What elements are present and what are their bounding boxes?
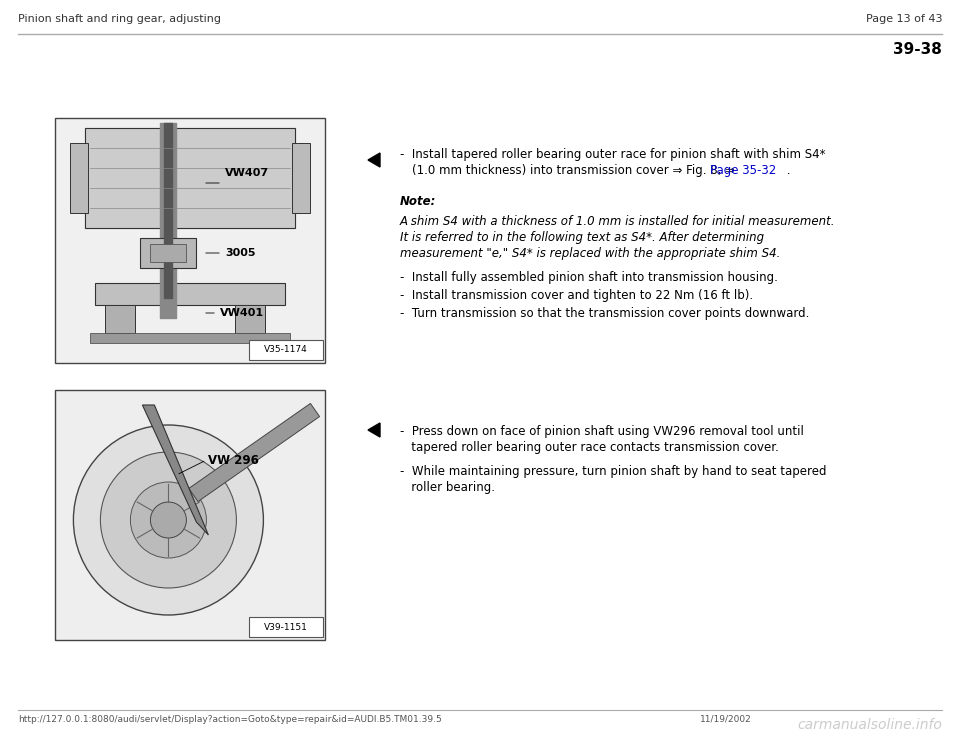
Text: Note:: Note: bbox=[400, 195, 437, 208]
Text: (1.0 mm thickness) into transmission cover ⇒ Fig. 8, ⇒: (1.0 mm thickness) into transmission cov… bbox=[412, 164, 739, 177]
Text: It is referred to in the following text as S4*. After determining: It is referred to in the following text … bbox=[400, 231, 764, 244]
Text: tapered roller bearing outer race contacts transmission cover.: tapered roller bearing outer race contac… bbox=[400, 441, 779, 454]
Text: -  Press down on face of pinion shaft using VW296 removal tool until: - Press down on face of pinion shaft usi… bbox=[400, 425, 804, 438]
Bar bbox=[95, 283, 285, 305]
Bar bbox=[85, 128, 295, 228]
Bar bbox=[55, 118, 325, 363]
Polygon shape bbox=[368, 423, 380, 437]
Text: -  While maintaining pressure, turn pinion shaft by hand to seat tapered: - While maintaining pressure, turn pinio… bbox=[400, 465, 827, 478]
Bar bbox=[140, 238, 197, 268]
FancyBboxPatch shape bbox=[249, 340, 323, 360]
Circle shape bbox=[151, 502, 186, 538]
Text: Page 35-32: Page 35-32 bbox=[710, 164, 777, 177]
Text: V39-1151: V39-1151 bbox=[264, 623, 308, 631]
Bar bbox=[55, 390, 325, 640]
Text: VW401: VW401 bbox=[220, 308, 264, 318]
Polygon shape bbox=[142, 405, 208, 535]
Text: 11/19/2002: 11/19/2002 bbox=[700, 715, 752, 724]
Bar bbox=[105, 305, 135, 333]
Text: -  Install fully assembled pinion shaft into transmission housing.: - Install fully assembled pinion shaft i… bbox=[400, 271, 778, 284]
Text: roller bearing.: roller bearing. bbox=[400, 481, 495, 494]
Text: 39-38: 39-38 bbox=[893, 42, 942, 57]
Text: Pinion shaft and ring gear, adjusting: Pinion shaft and ring gear, adjusting bbox=[18, 14, 221, 24]
Text: carmanualsoline.info: carmanualsoline.info bbox=[797, 718, 942, 732]
Text: 3005: 3005 bbox=[225, 248, 255, 258]
Text: -  Install tapered roller bearing outer race for pinion shaft with shim S4*: - Install tapered roller bearing outer r… bbox=[400, 148, 826, 161]
Text: http://127.0.0.1:8080/audi/servlet/Display?action=Goto&type=repair&id=AUDI.B5.TM: http://127.0.0.1:8080/audi/servlet/Displ… bbox=[18, 715, 442, 724]
Text: measurement "e," S4* is replaced with the appropriate shim S4.: measurement "e," S4* is replaced with th… bbox=[400, 247, 780, 260]
Bar bbox=[90, 333, 290, 343]
Text: Page 13 of 43: Page 13 of 43 bbox=[866, 14, 942, 24]
Bar bbox=[151, 244, 186, 262]
Bar bbox=[70, 143, 88, 213]
Circle shape bbox=[101, 452, 236, 588]
Bar bbox=[292, 143, 310, 213]
Text: V35-1174: V35-1174 bbox=[264, 346, 308, 355]
Circle shape bbox=[73, 425, 263, 615]
Polygon shape bbox=[189, 404, 320, 502]
Bar bbox=[235, 305, 265, 333]
FancyBboxPatch shape bbox=[249, 617, 323, 637]
Text: -  Install transmission cover and tighten to 22 Nm (16 ft lb).: - Install transmission cover and tighten… bbox=[400, 289, 754, 302]
Text: A shim S4 with a thickness of 1.0 mm is installed for initial measurement.: A shim S4 with a thickness of 1.0 mm is … bbox=[400, 215, 835, 228]
Text: .: . bbox=[783, 164, 790, 177]
Circle shape bbox=[131, 482, 206, 558]
Text: VW407: VW407 bbox=[225, 168, 269, 178]
Text: -  Turn transmission so that the transmission cover points downward.: - Turn transmission so that the transmis… bbox=[400, 307, 809, 320]
Text: VW 296: VW 296 bbox=[208, 453, 259, 467]
Polygon shape bbox=[368, 153, 380, 167]
